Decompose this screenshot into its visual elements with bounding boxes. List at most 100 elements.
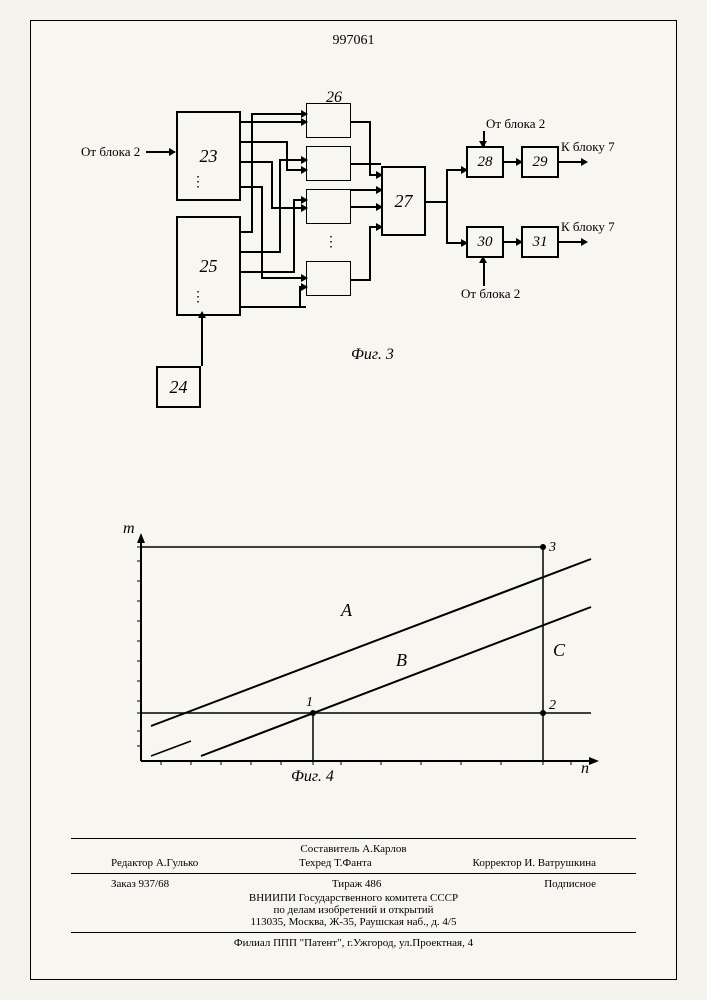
block-23: 23	[176, 111, 241, 201]
block-label: 31	[533, 234, 548, 251]
block-label: 30	[478, 234, 493, 251]
editor-label: Редактор	[111, 857, 153, 869]
arrowhead-icon	[301, 110, 308, 118]
techred-name: Т.Фанта	[334, 857, 372, 869]
wire	[351, 121, 369, 123]
fig3-caption: Фиг. 3	[351, 346, 394, 364]
block-30: 30	[466, 226, 504, 258]
arrowhead-icon	[376, 171, 383, 179]
wire	[351, 189, 381, 191]
arrowhead-icon	[516, 238, 523, 246]
corrector-label: Корректор	[473, 857, 522, 869]
label-from-block-2-top: От блока 2	[486, 116, 545, 132]
subscription: Подписное	[544, 878, 596, 890]
wire	[271, 161, 273, 209]
addr-2: Филиал ППП "Патент", г.Ужгород, ул.Проек…	[71, 937, 636, 949]
arrowhead-icon	[376, 223, 383, 231]
arrowhead-icon	[461, 239, 468, 247]
fig4-caption: Фиг. 4	[291, 768, 334, 786]
wire	[446, 169, 448, 244]
block-25: 25	[176, 216, 241, 316]
figure-4: A B C 1 2 3 m n Фиг. 4	[111, 521, 601, 781]
y-axis-label: m	[123, 521, 135, 537]
wire	[293, 199, 295, 273]
arrowhead-icon	[301, 196, 308, 204]
dots-icon: ⋮	[191, 296, 205, 300]
x-axis-label: n	[581, 760, 589, 777]
label-to-block-7-a: К блоку 7	[561, 139, 615, 155]
wire	[279, 159, 281, 253]
block-27: 27	[381, 166, 426, 236]
wire	[241, 161, 271, 163]
arrowhead-icon	[479, 256, 487, 263]
org-line-2: по делам изобретений и открытий	[71, 904, 636, 916]
wire	[369, 226, 371, 281]
wire	[241, 231, 251, 233]
wire	[241, 141, 286, 143]
region-A: A	[340, 600, 353, 620]
arrowhead-icon	[169, 148, 176, 156]
wire	[351, 279, 369, 281]
block-28: 28	[466, 146, 504, 178]
wire	[369, 121, 371, 176]
document-number: 997061	[333, 33, 375, 49]
label-from-block-2-left: От блока 2	[81, 144, 140, 160]
label-from-block-2-bottom: От блока 2	[461, 286, 520, 302]
block-29: 29	[521, 146, 559, 178]
block-26-sub	[306, 146, 351, 181]
wire	[483, 261, 485, 286]
dots-icon: ⋮	[324, 241, 338, 245]
arrowhead-icon	[301, 118, 308, 126]
region-B: B	[396, 650, 407, 670]
wire	[251, 113, 253, 233]
block-label: 29	[533, 154, 548, 171]
block-26-sub	[306, 261, 351, 296]
corrector-name: И. Ватрушкина	[524, 857, 596, 869]
wire	[146, 151, 171, 153]
block-26-label: 26	[326, 89, 342, 107]
block-label: 28	[478, 154, 493, 171]
addr-1: 113035, Москва, Ж-35, Раушская наб., д. …	[71, 916, 636, 928]
arrowhead-icon	[301, 156, 308, 164]
tirazh: Тираж 486	[332, 878, 382, 890]
wire	[351, 163, 381, 165]
point-3: 3	[548, 540, 556, 555]
wire	[261, 186, 263, 279]
arrowhead-icon	[479, 141, 487, 148]
block-24: 24	[156, 366, 201, 408]
footer: Составитель А.Карлов Редактор А.Гулько Т…	[71, 834, 636, 949]
wire	[241, 271, 293, 273]
dots-icon: ⋮	[191, 181, 205, 185]
region-C: C	[553, 640, 566, 660]
arrowhead-icon	[461, 166, 468, 174]
compiler-name: А.Карлов	[362, 843, 406, 855]
label-to-block-7-b: К блоку 7	[561, 219, 615, 235]
wire	[251, 113, 306, 115]
point-1: 1	[306, 695, 313, 710]
arrowhead-icon	[581, 158, 588, 166]
wire	[426, 201, 446, 203]
figure-3: От блока 2 23 ⋮ 25 ⋮ 24 ⋮ 26	[91, 111, 611, 431]
order-number: Заказ 937/68	[111, 878, 169, 890]
block-31: 31	[521, 226, 559, 258]
arrowhead-icon	[301, 204, 308, 212]
wire	[201, 316, 203, 366]
arrowhead-icon	[516, 158, 523, 166]
block-label: 27	[395, 191, 413, 212]
point-2: 2	[549, 698, 556, 713]
block-label: 24	[170, 377, 188, 398]
editor-name: А.Гулько	[156, 857, 198, 869]
arrowhead-icon	[301, 283, 308, 291]
block-26-sub	[306, 103, 351, 138]
compiler-label: Составитель	[300, 843, 359, 855]
page-frame: 997061 От блока 2 23 ⋮ 25 ⋮ 24 ⋮ 26	[30, 20, 677, 980]
arrowhead-icon	[376, 203, 383, 211]
techred-label: Техред	[299, 857, 331, 869]
wire	[261, 277, 306, 279]
arrowhead-icon	[198, 311, 206, 318]
org-line-1: ВНИИПИ Государственного комитета СССР	[71, 892, 636, 904]
arrowhead-icon	[301, 166, 308, 174]
arrowhead-icon	[581, 238, 588, 246]
wire	[241, 306, 306, 308]
block-label: 25	[200, 256, 218, 277]
